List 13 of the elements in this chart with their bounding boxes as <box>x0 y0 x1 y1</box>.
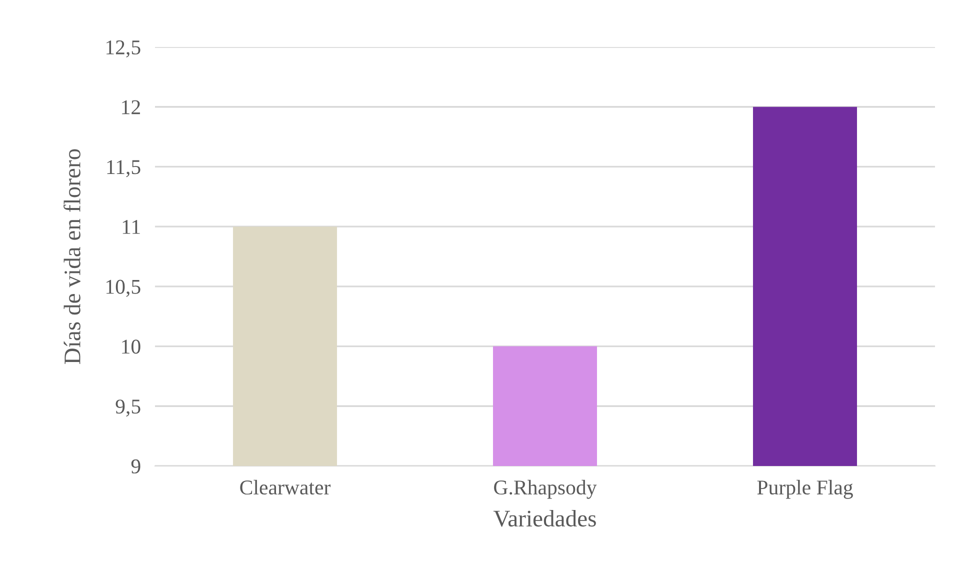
x-tick-label: G.Rhapsody <box>494 480 597 499</box>
y-tick-label: 9,5 <box>116 400 140 417</box>
y-tick-label: 12 <box>122 100 140 114</box>
x-axis-title: Variedades <box>493 510 596 527</box>
y-tick-label: 10 <box>122 340 140 354</box>
y-tick-label: 11,5 <box>107 160 140 178</box>
y-tick-label: 12,5 <box>106 40 140 58</box>
x-tick-label: Purple Flag <box>757 480 853 499</box>
y-tick-label: 11 <box>122 220 140 234</box>
y-axis-title: Días de vida en florero <box>64 149 80 364</box>
y-tick-label: 10,5 <box>106 280 140 297</box>
x-tick-label: Clearwater <box>240 480 331 495</box>
y-tick-label: 9 <box>131 459 140 474</box>
